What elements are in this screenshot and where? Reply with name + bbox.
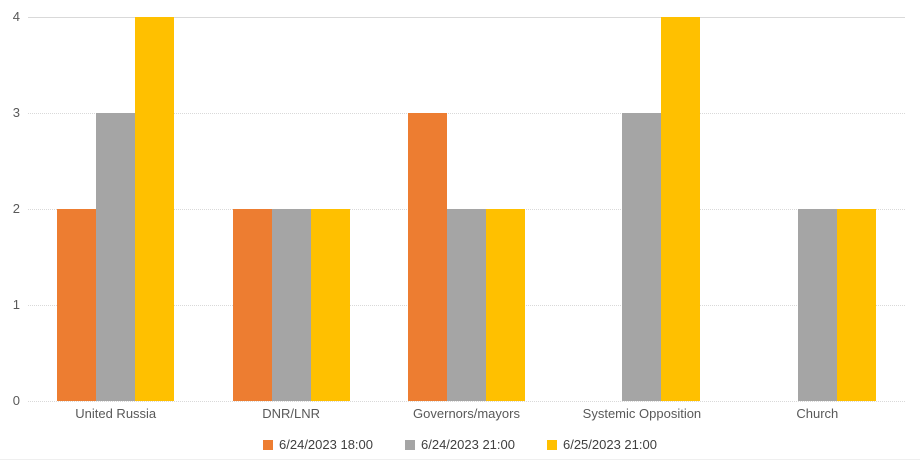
bar-church-series-2 — [797, 209, 837, 401]
bar-dnr-lnr-series-3 — [310, 209, 350, 401]
x-category-label-governors-mayors: Governors/mayors — [413, 406, 520, 421]
bar-systemic-opposition-series-3 — [661, 17, 701, 401]
legend-item-3: 6/25/2023 21:00 — [546, 437, 657, 452]
x-category-label-united-russia: United Russia — [75, 406, 157, 421]
y-tick-label-1: 1 — [12, 297, 20, 312]
legend-item-1: 6/24/2023 18:00 — [263, 437, 373, 452]
legend-label: 6/25/2023 21:00 — [562, 437, 657, 452]
y-tick-label-3: 3 — [12, 105, 20, 120]
gridline-3 — [28, 113, 905, 114]
gridline-0 — [28, 401, 905, 402]
bar-group-systemic-opposition — [554, 17, 729, 401]
legend-label: 6/24/2023 18:00 — [279, 437, 373, 452]
bar-groups — [28, 17, 905, 401]
bar-group-church — [730, 17, 905, 401]
bar-group-dnr-lnr — [203, 17, 378, 401]
legend-swatch-icon — [546, 439, 557, 450]
bar-governors-mayors-series-1 — [408, 113, 448, 401]
y-tick-label-4: 4 — [12, 9, 20, 24]
bar-group-governors-mayors — [379, 17, 554, 401]
x-category-label-church: Church — [796, 406, 839, 421]
x-category-label-systemic-opposition: Systemic Opposition — [582, 406, 702, 421]
gridline-4 — [28, 17, 905, 18]
bar-dnr-lnr-series-1 — [232, 209, 272, 401]
legend: 6/24/2023 18:00 6/24/2023 21:00 6/25/2023 … — [0, 437, 920, 452]
legend-swatch-icon — [405, 439, 415, 450]
bar-governors-mayors-series-3 — [486, 209, 526, 401]
bar-systemic-opposition-series-2 — [622, 113, 662, 401]
x-category-label-dnr-lnr: DNR/LNR — [262, 406, 320, 421]
x-axis: United Russia DNR/LNR Governors/mayors Syst… — [28, 406, 905, 421]
bar-united-russia-series-3 — [135, 17, 175, 401]
y-axis: 0 1 2 3 4 — [0, 0, 22, 469]
legend-label: 6/24/2023 21:00 — [421, 437, 515, 452]
bar-united-russia-series-2 — [96, 113, 136, 401]
legend-item-2: 6/24/2023 21:00 — [405, 437, 515, 452]
legend-swatch-icon — [263, 439, 274, 450]
bottom-divider — [0, 459, 920, 460]
bar-dnr-lnr-series-2 — [271, 209, 311, 401]
bar-church-series-3 — [836, 209, 876, 401]
bar-group-united-russia — [28, 17, 203, 401]
y-tick-label-0: 0 — [12, 393, 20, 408]
y-tick-label-2: 2 — [12, 201, 20, 216]
bar-united-russia-series-1 — [57, 209, 97, 401]
plot-area — [28, 17, 905, 402]
bar-governors-mayors-series-2 — [447, 209, 487, 401]
